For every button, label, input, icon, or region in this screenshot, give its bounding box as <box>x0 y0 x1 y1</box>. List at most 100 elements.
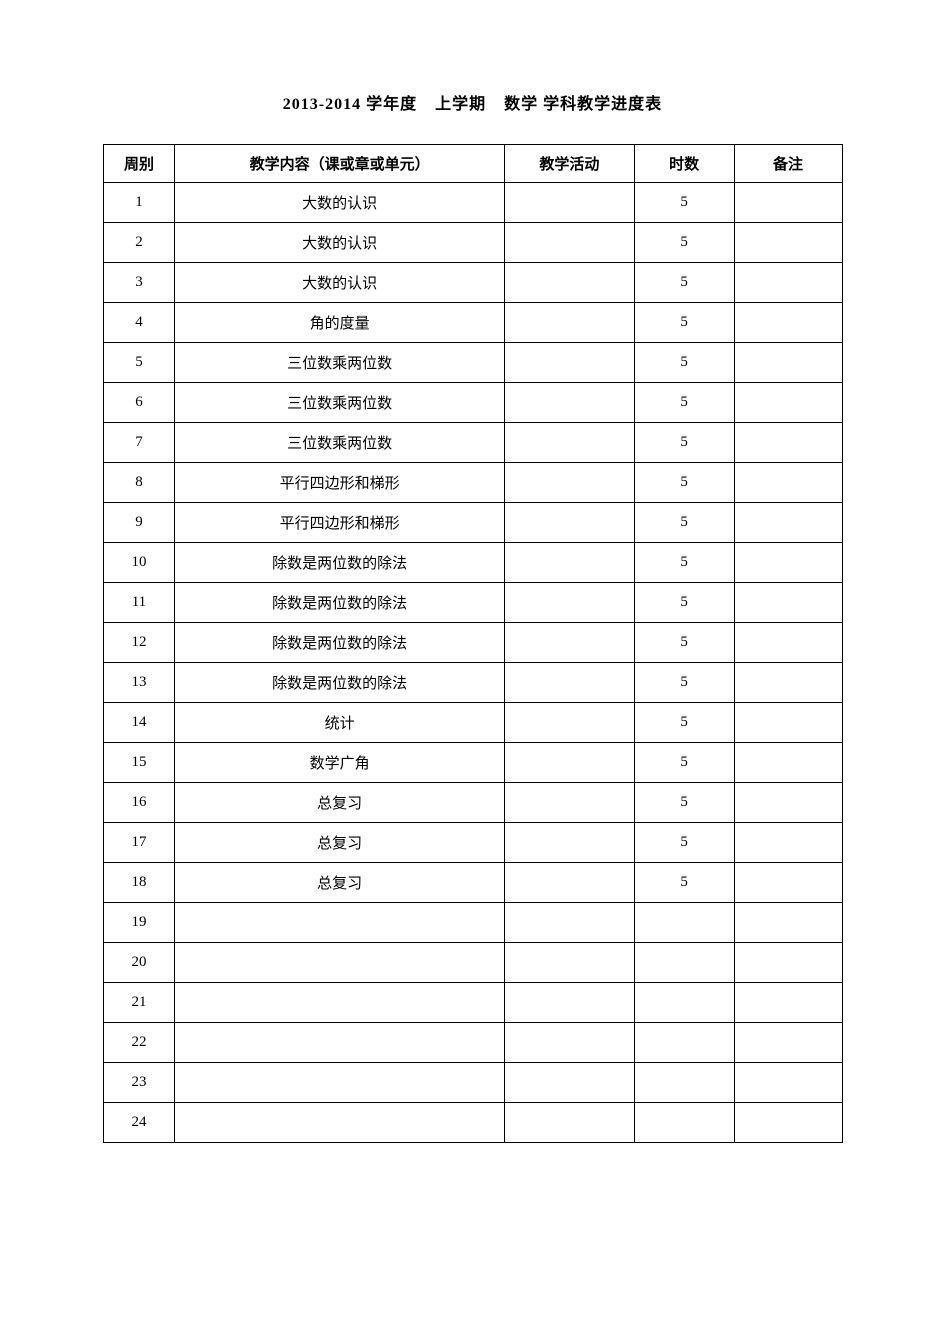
cell-content: 除数是两位数的除法 <box>175 543 505 583</box>
cell-remark <box>734 263 842 303</box>
cell-content <box>175 943 505 983</box>
cell-content: 三位数乘两位数 <box>175 383 505 423</box>
cell-hours: 5 <box>634 303 734 343</box>
cell-hours: 5 <box>634 743 734 783</box>
cell-hours: 5 <box>634 343 734 383</box>
table-header-row: 周别 教学内容（课或章或单元） 教学活动 时数 备注 <box>103 145 842 183</box>
cell-week: 23 <box>103 1063 175 1103</box>
header-remark: 备注 <box>734 145 842 183</box>
cell-remark <box>734 903 842 943</box>
table-row: 7三位数乘两位数5 <box>103 423 842 463</box>
cell-content: 总复习 <box>175 783 505 823</box>
table-row: 18总复习5 <box>103 863 842 903</box>
cell-remark <box>734 863 842 903</box>
cell-content: 大数的认识 <box>175 263 505 303</box>
cell-content: 三位数乘两位数 <box>175 343 505 383</box>
cell-content: 平行四边形和梯形 <box>175 463 505 503</box>
cell-hours: 5 <box>634 543 734 583</box>
cell-content <box>175 903 505 943</box>
cell-hours: 5 <box>634 503 734 543</box>
cell-week: 16 <box>103 783 175 823</box>
cell-content <box>175 1023 505 1063</box>
cell-week: 20 <box>103 943 175 983</box>
cell-hours: 5 <box>634 583 734 623</box>
cell-hours: 5 <box>634 383 734 423</box>
cell-activity <box>504 383 634 423</box>
cell-content: 大数的认识 <box>175 223 505 263</box>
table-row: 9平行四边形和梯形5 <box>103 503 842 543</box>
cell-activity <box>504 983 634 1023</box>
table-row: 19 <box>103 903 842 943</box>
cell-activity <box>504 1063 634 1103</box>
cell-hours: 5 <box>634 663 734 703</box>
cell-hours <box>634 1023 734 1063</box>
cell-remark <box>734 1103 842 1143</box>
cell-hours: 5 <box>634 783 734 823</box>
cell-week: 6 <box>103 383 175 423</box>
cell-activity <box>504 663 634 703</box>
cell-hours <box>634 1063 734 1103</box>
cell-remark <box>734 1063 842 1103</box>
cell-hours: 5 <box>634 223 734 263</box>
cell-activity <box>504 583 634 623</box>
cell-remark <box>734 223 842 263</box>
table-row: 5三位数乘两位数5 <box>103 343 842 383</box>
cell-remark <box>734 783 842 823</box>
cell-remark <box>734 423 842 463</box>
cell-week: 10 <box>103 543 175 583</box>
title-year: 2013-2014 学年度 <box>283 96 417 113</box>
cell-week: 21 <box>103 983 175 1023</box>
cell-week: 13 <box>103 663 175 703</box>
cell-activity <box>504 743 634 783</box>
cell-content <box>175 1063 505 1103</box>
cell-week: 19 <box>103 903 175 943</box>
table-row: 12除数是两位数的除法5 <box>103 623 842 663</box>
cell-remark <box>734 503 842 543</box>
cell-week: 2 <box>103 223 175 263</box>
cell-activity <box>504 223 634 263</box>
table-row: 16总复习 5 <box>103 783 842 823</box>
cell-remark <box>734 463 842 503</box>
cell-hours <box>634 983 734 1023</box>
cell-remark <box>734 583 842 623</box>
cell-activity <box>504 463 634 503</box>
table-row: 17总复习5 <box>103 823 842 863</box>
cell-hours: 5 <box>634 863 734 903</box>
cell-content: 数学广角 <box>175 743 505 783</box>
cell-hours <box>634 1103 734 1143</box>
cell-content: 除数是两位数的除法 <box>175 663 505 703</box>
cell-content: 除数是两位数的除法 <box>175 623 505 663</box>
cell-remark <box>734 743 842 783</box>
cell-activity <box>504 263 634 303</box>
cell-week: 11 <box>103 583 175 623</box>
cell-activity <box>504 943 634 983</box>
title-semester: 上学期 <box>435 96 486 113</box>
table-row: 13除数是两位数的除法 5 <box>103 663 842 703</box>
cell-activity <box>504 303 634 343</box>
cell-week: 17 <box>103 823 175 863</box>
table-row: 1大数的认识5 <box>103 183 842 223</box>
cell-week: 24 <box>103 1103 175 1143</box>
cell-remark <box>734 983 842 1023</box>
table-row: 2大数的认识 5 <box>103 223 842 263</box>
cell-activity <box>504 703 634 743</box>
table-row: 23 <box>103 1063 842 1103</box>
cell-hours: 5 <box>634 823 734 863</box>
cell-week: 5 <box>103 343 175 383</box>
cell-remark <box>734 183 842 223</box>
cell-hours <box>634 903 734 943</box>
cell-content: 大数的认识 <box>175 183 505 223</box>
cell-remark <box>734 943 842 983</box>
cell-remark <box>734 623 842 663</box>
table-row: 20 <box>103 943 842 983</box>
cell-content: 三位数乘两位数 <box>175 423 505 463</box>
table-row: 21 <box>103 983 842 1023</box>
cell-week: 9 <box>103 503 175 543</box>
cell-hours: 5 <box>634 463 734 503</box>
cell-activity <box>504 423 634 463</box>
page-title: 2013-2014 学年度上学期数学 学科教学进度表 <box>0 90 945 114</box>
cell-week: 8 <box>103 463 175 503</box>
cell-hours: 5 <box>634 703 734 743</box>
cell-content <box>175 1103 505 1143</box>
cell-content: 总复习 <box>175 863 505 903</box>
